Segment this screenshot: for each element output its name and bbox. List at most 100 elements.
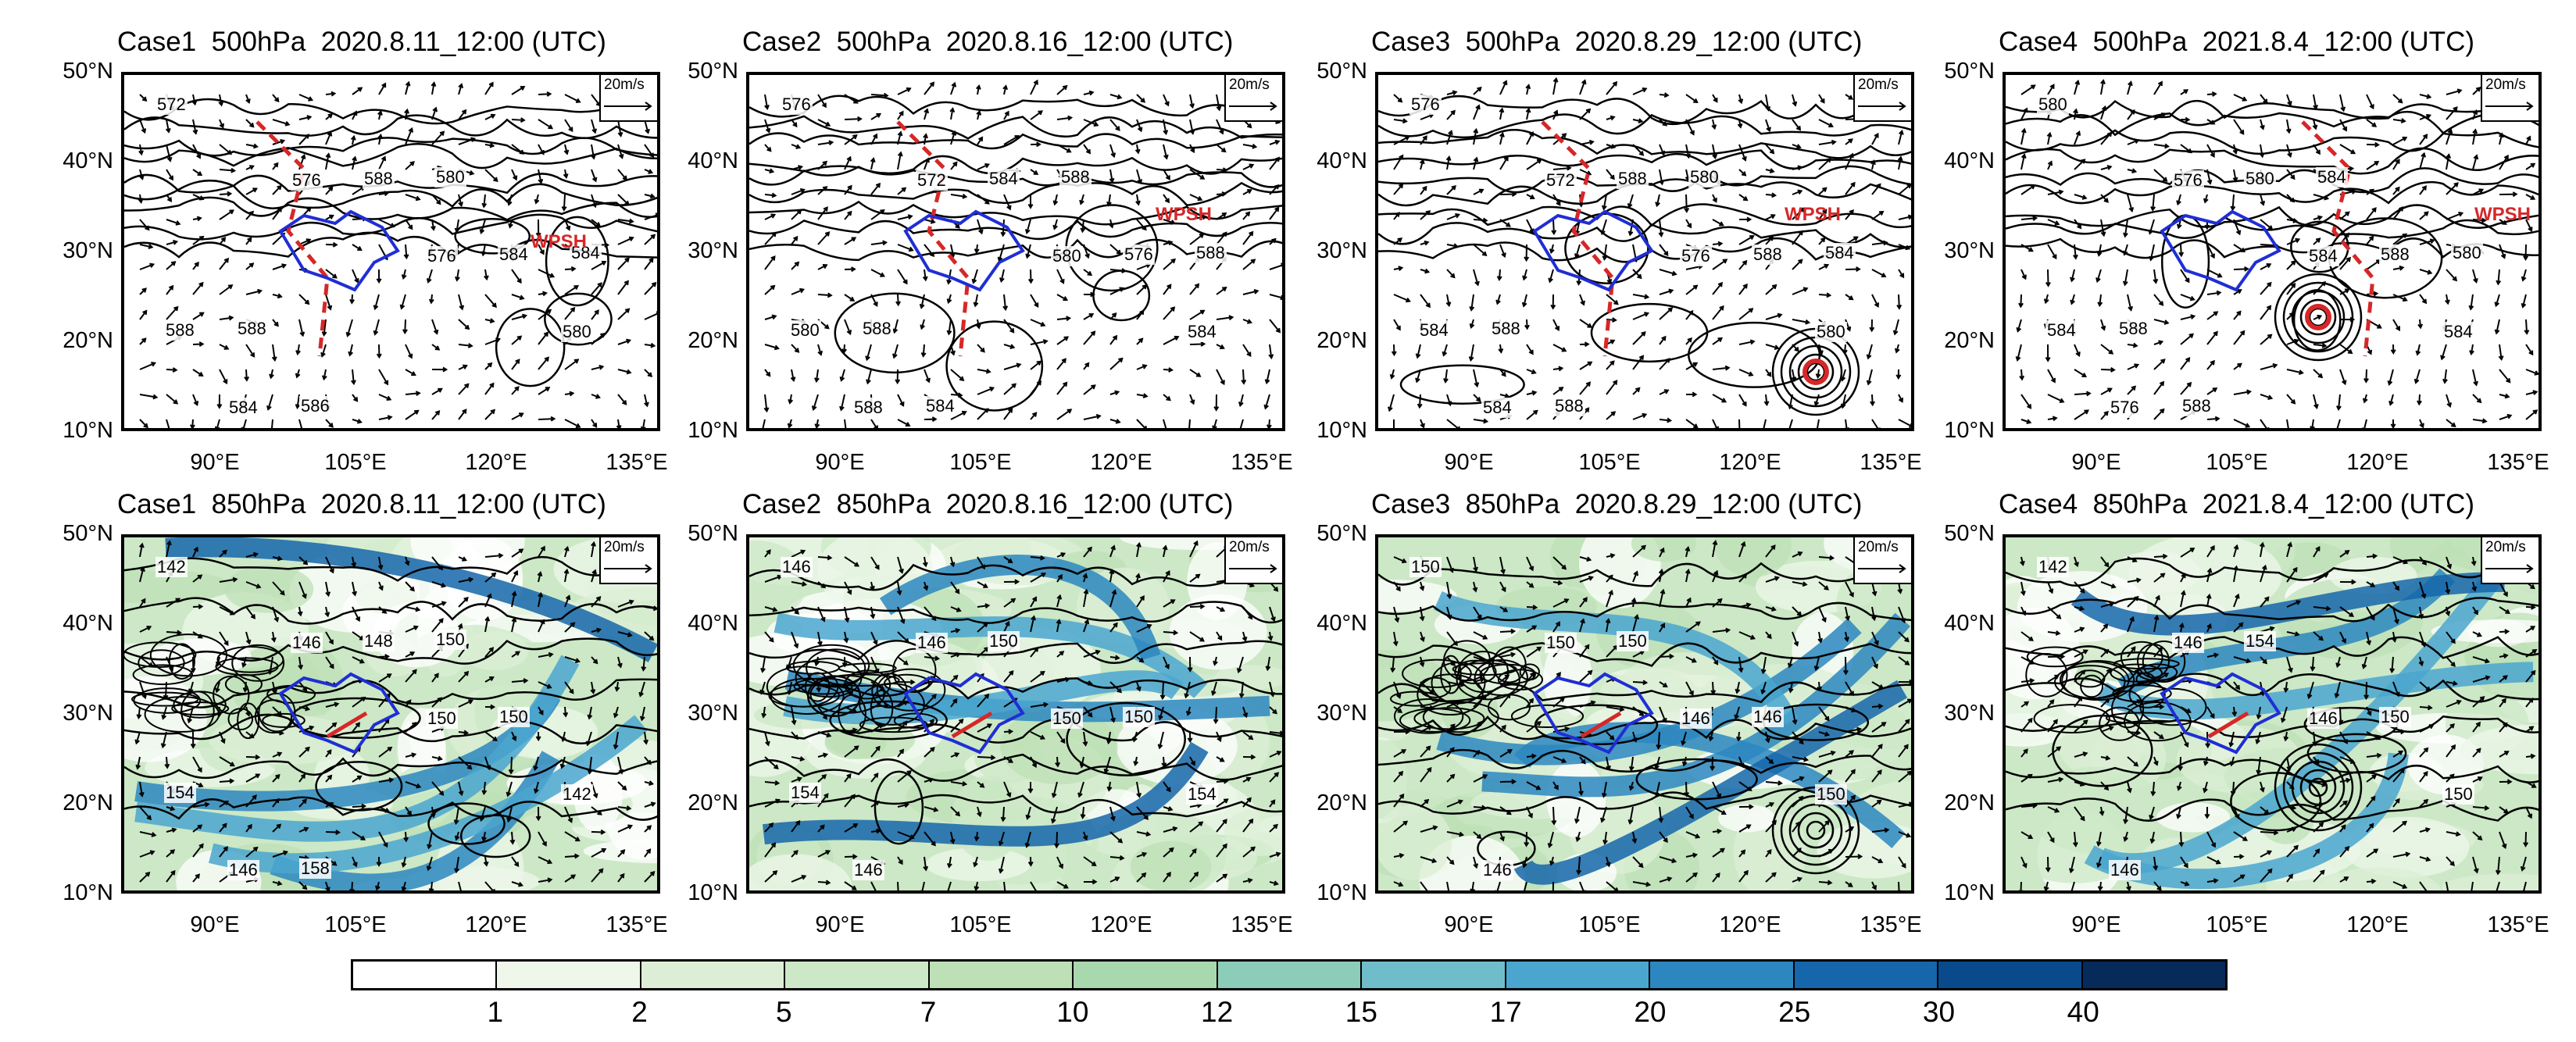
wind-vector — [1003, 135, 1020, 145]
wind-vector — [431, 755, 443, 762]
wind-vector — [2392, 233, 2408, 245]
wind-vector — [272, 706, 283, 716]
wind-vector — [1420, 856, 1438, 864]
wind-vector — [1443, 369, 1449, 384]
wind-vector — [2413, 369, 2421, 384]
wind-vector — [870, 681, 885, 691]
wind-vector — [924, 369, 931, 384]
wind-vector — [2472, 856, 2479, 874]
wind-vector — [2100, 581, 2117, 589]
wind-vector — [1056, 316, 1072, 322]
wind-vector — [2334, 681, 2341, 699]
wind-vector — [2525, 726, 2535, 733]
wind-vector — [1216, 873, 1228, 883]
wind-vector — [1526, 721, 1542, 733]
wind-vector — [2419, 747, 2429, 758]
wind-vector — [1163, 367, 1174, 373]
wind-vector — [378, 415, 393, 420]
wind-vector — [1574, 244, 1581, 259]
wind-vector — [190, 419, 195, 428]
wind-vector — [1845, 581, 1854, 598]
wind-vector — [1818, 731, 1831, 737]
wind-vector — [1473, 369, 1480, 388]
wind-vector — [430, 806, 436, 819]
wind-vector — [1685, 831, 1701, 839]
wind-vector — [509, 831, 516, 845]
height-contour — [2006, 715, 2538, 739]
wind-vector — [2286, 369, 2304, 375]
contour-label: 150 — [426, 708, 458, 729]
wind-vector — [1003, 881, 1006, 890]
contour-label: 580 — [789, 320, 821, 341]
wind-vector — [166, 367, 178, 373]
wind-vector — [2363, 369, 2369, 384]
wind-vector — [245, 731, 255, 739]
wind-vector — [817, 631, 823, 647]
wind-vector — [2206, 290, 2222, 296]
wind-vector — [896, 581, 902, 596]
wind-vector — [617, 169, 627, 181]
wind-vector — [1632, 856, 1644, 869]
wind-vector — [1079, 756, 1085, 769]
reference-vector-box: 20m/s — [1224, 75, 1282, 122]
wind-vector — [405, 781, 422, 789]
height-contour — [124, 713, 657, 744]
wind-vector — [325, 556, 334, 574]
map-canvas — [124, 537, 657, 890]
wind-vector — [924, 806, 939, 812]
wind-vector — [788, 394, 794, 405]
wind-vector — [219, 209, 234, 220]
wind-vector — [791, 549, 806, 558]
contour-label: 146 — [852, 860, 884, 880]
wind-vector — [1266, 419, 1272, 428]
wind-vector — [1898, 831, 1911, 838]
wind-vector — [2176, 781, 2182, 791]
wind-vector — [2153, 573, 2166, 583]
wind-speed-shade — [460, 631, 529, 671]
wind-vector — [2233, 119, 2245, 135]
wind-vector — [897, 881, 899, 890]
wind-vector — [1163, 630, 1179, 636]
wind-vector — [591, 394, 601, 399]
wpsh-label: WPSH — [2474, 204, 2531, 225]
wind-vector — [1189, 94, 1195, 109]
wind-vector — [1818, 157, 1832, 170]
wind-vector — [1632, 118, 1644, 124]
wind-vector — [2339, 845, 2350, 858]
wind-vector — [2047, 654, 2066, 660]
lon-tick-label: 105°E — [324, 450, 387, 475]
wind-vector — [1738, 308, 1754, 320]
wind-vector — [192, 781, 204, 788]
wind-vector — [1792, 207, 1805, 220]
wind-vector — [2336, 394, 2342, 412]
wind-vector — [1003, 781, 1012, 798]
wind-vector — [2100, 79, 2106, 95]
wind-vector — [1030, 110, 1044, 120]
wind-vector — [134, 731, 141, 745]
wind-vector — [2123, 806, 2128, 825]
wind-vector — [977, 408, 989, 420]
wind-vector — [431, 106, 438, 120]
wind-speed-shade — [151, 638, 252, 676]
contour-label: 588 — [164, 320, 196, 341]
wind-vector — [2206, 91, 2217, 97]
wind-vector — [1473, 127, 1479, 145]
terrain-contour — [131, 691, 199, 707]
wind-vector — [1163, 306, 1176, 320]
wind-vector — [1136, 284, 1148, 295]
wind-vector — [352, 394, 359, 402]
lat-tick-label: 30°N — [688, 238, 738, 263]
wind-vector — [977, 556, 985, 570]
wind-vector — [764, 192, 777, 198]
wind-vector — [922, 269, 928, 282]
wind-vector — [617, 144, 624, 159]
closed-contour — [2306, 733, 2407, 774]
wind-vector — [1658, 219, 1664, 237]
wind-vector — [1735, 731, 1742, 742]
wind-vector — [2020, 748, 2028, 758]
contour-label: 576 — [426, 246, 458, 266]
wpsh-label: WPSH — [1785, 204, 1841, 225]
wind-vector — [2180, 89, 2189, 95]
wind-vector — [897, 701, 909, 708]
wind-vector — [245, 210, 255, 220]
